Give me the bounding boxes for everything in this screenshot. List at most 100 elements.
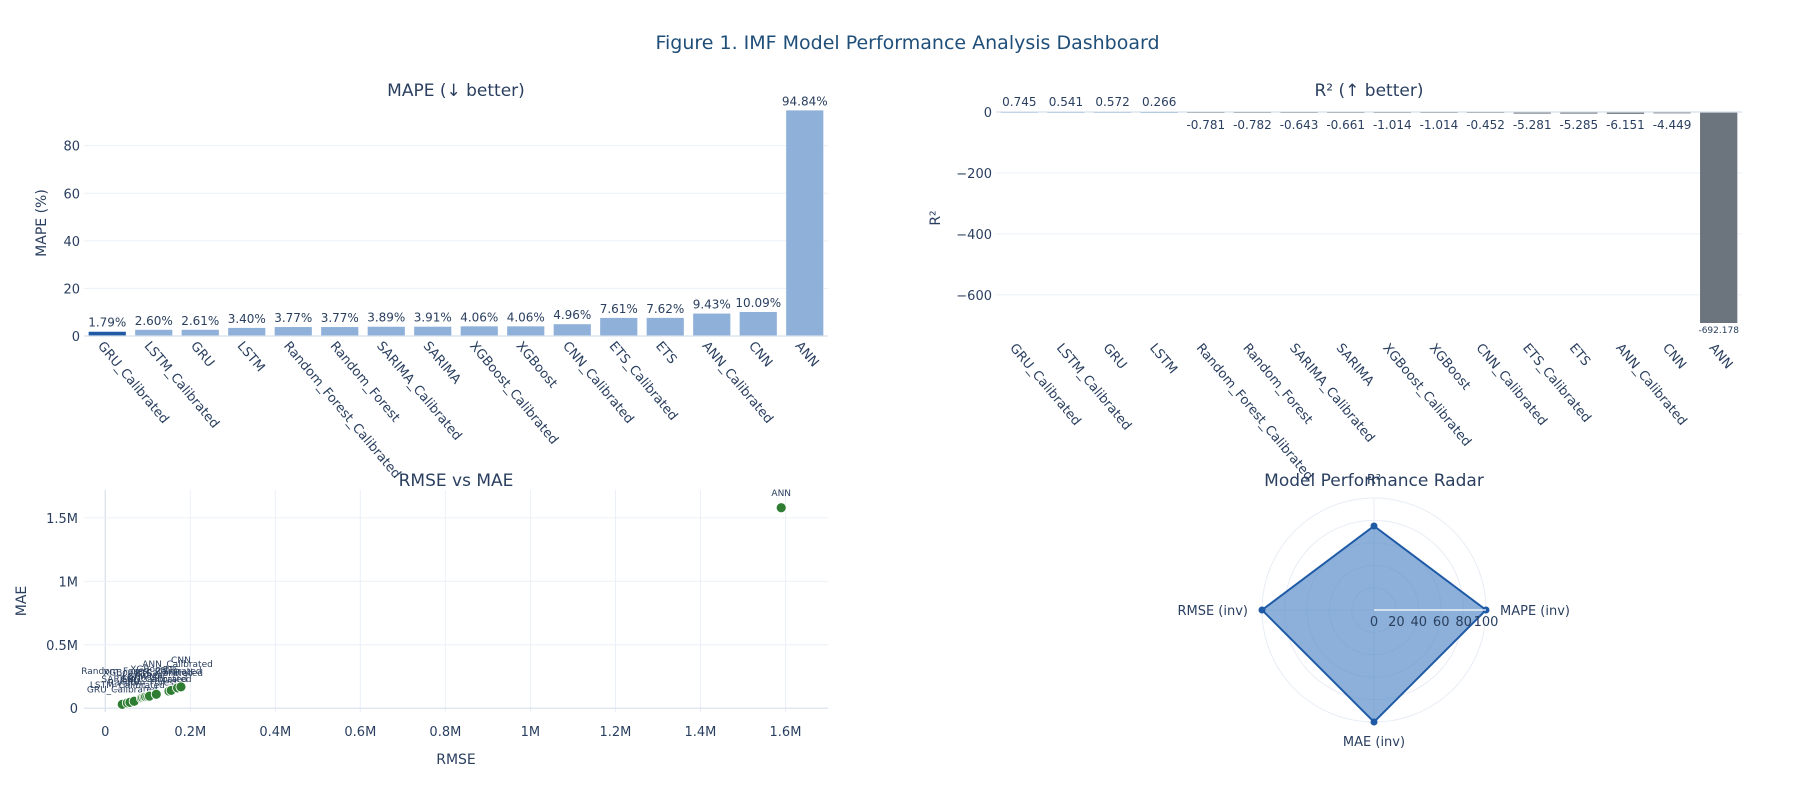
r2-x-tick-label: CNN [1659,341,1689,372]
scatter-x-tick-label: 1.2M [599,725,631,740]
radar-point-mae-inv [1370,718,1378,726]
scatter-point-label: CNN_Calibrated [121,675,192,685]
r2-title: R² (↑ better) [1315,81,1424,101]
r2-x-tick-label: ETS [1566,341,1593,369]
r2-x-tick-label: SARIMA [1333,341,1377,389]
radar-point-rmse-inv [1258,606,1266,614]
mape-bar-label: 1.79% [88,316,126,330]
radar-radial-tick-label: 40 [1411,615,1428,630]
mape-bar-sarima [414,326,452,336]
scatter-x-tick-label: 0.8M [429,725,461,740]
mape-bar-gru [181,329,219,336]
scatter-x-tick-label: 0 [101,725,109,740]
mape-bar-label: 2.61% [181,314,219,328]
scatter-point-label: GRU [120,677,140,687]
scatter-title: RMSE vs MAE [399,471,514,491]
scatter-point-label: LSTM [122,673,146,683]
r2-y-tick-label: −400 [956,228,992,243]
mape-title: MAPE (↓ better) [387,81,525,101]
scatter-y-tick-label: 0 [70,702,78,717]
mape-x-tick-label: LSTM [234,339,268,375]
mape-x-tick-label: XGBoost_Calibrated [466,339,561,448]
radar-axis-label: MAPE (inv) [1500,604,1570,619]
mape-chart: MAPE (↓ better) 0 20 40 60 80 MAPE (%) 1.79% GRU… [34,81,828,482]
scatter-point-label: ANN [771,489,791,499]
scatter-point-cnn-calibrated [150,688,162,700]
scatter-y-axis-title: MAE [14,586,30,617]
r2-bar-label: 0.745 [1002,95,1036,109]
r2-y-axis-title: R² [928,210,944,225]
scatter-x-tick-label: 1.4M [685,725,717,740]
scatter-point-label: CNN [171,656,191,666]
r2-bar-label: -0.782 [1233,118,1272,132]
mape-bar-cnn-calibrated [553,324,591,336]
mape-bar-label: 2.60% [135,314,173,328]
mape-bar-label: 3.77% [274,311,312,325]
mape-bar-label: 3.40% [228,312,266,326]
r2-y-tick-label: −600 [956,289,992,304]
r2-x-tick-label: SARIMA_Calibrated [1286,341,1377,446]
scatter-point-label: XGBoost_Calibrated [103,669,193,679]
radar-axis-label: R² [1367,473,1381,488]
mape-y-tick-label: 20 [63,282,80,297]
scatter-x-tick-label: 0.2M [174,725,206,740]
scatter-y-tick-label: 1.5M [46,512,78,527]
scatter-point-label: SARIMA [128,672,164,682]
mape-x-tick-label: SARIMA_Calibrated [373,339,464,444]
mape-x-tick-label: ANN [792,339,822,370]
scatter-y-tick-label: 1M [59,575,79,590]
mape-bar-random-forest-calibrated [274,327,312,336]
r2-bar-label: -1.014 [1420,118,1459,132]
mape-bar-label: 9.43% [693,298,731,312]
mape-y-tick-label: 60 [63,187,80,202]
performance-radar-chart: Model Performance Radar 0 20 40 60 80 100 R² MAP… [1177,471,1570,750]
scatter-point-label: XGBoost [130,665,169,675]
r2-bar-label: -5.285 [1559,118,1598,132]
rmse-mae-scatter-chart: RMSE vs MAE 0 0.2M 0.4M 0.6M 0.8M 1M 1.2M 1.4M 1.… [14,471,828,768]
scatter-point-label: ETS_Calibrated [135,669,203,679]
r2-x-tick-label: XGBoost_Calibrated [1379,341,1474,450]
r2-bar-label: 0.541 [1049,95,1083,109]
radar-radial-tick-label: 100 [1474,615,1499,630]
mape-y-axis-title: MAPE (%) [34,189,50,257]
r2-bar-cnn [1653,112,1691,114]
scatter-x-tick-label: 1.6M [770,725,802,740]
r2-bar-label: -4.449 [1653,118,1692,132]
mape-bar-label: 7.61% [600,302,638,316]
r2-chart: R² (↑ better)0−200−400−600R²0.745GRU_Cal… [928,81,1742,484]
mape-bar-ann [786,110,824,336]
mape-bar-gru-calibrated [88,331,126,336]
r2-y-tick-label: −200 [956,167,992,182]
mape-bar-ets-calibrated [600,317,638,336]
r2-bar-label: 0.266 [1142,95,1176,109]
scatter-y-tick-label: 0.5M [46,639,78,654]
scatter-x-axis-title: RMSE [436,752,476,768]
mape-bar-sarima-calibrated [367,326,405,336]
mape-bar-cnn [739,311,777,336]
mape-bar-label: 3.77% [321,311,359,325]
r2-bar-label: -0.643 [1280,118,1319,132]
mape-bar-xgboost-calibrated [460,326,498,336]
mape-bar-label: 3.91% [414,311,452,325]
scatter-x-tick-label: 0.6M [344,725,376,740]
radar-axis-label: MAE (inv) [1343,735,1405,750]
radar-radial-tick-label: 60 [1433,615,1450,630]
figure-title: Figure 1. IMF Model Performance Analysis… [655,32,1160,54]
r2-x-tick-label: ANN [1706,341,1736,372]
mape-x-tick-label: CNN [745,339,775,370]
radar-point-r [1370,522,1378,530]
scatter-point-label: LSTM_Calibrated [90,681,165,691]
radar-radial-tick-label: 0 [1370,615,1378,630]
radar-radial-tick-label: 20 [1388,615,1405,630]
r2-bar-label: -1.014 [1373,118,1412,132]
mape-bar-label: 94.84% [782,94,828,108]
r2-bar-label: -0.661 [1326,118,1365,132]
mape-bar-label: 7.62% [646,302,684,316]
radar-radial-tick-label: 80 [1455,615,1472,630]
r2-bar-label: 0.572 [1095,95,1129,109]
mape-y-tick-label: 80 [63,140,80,155]
mape-bar-label: 4.96% [553,308,591,322]
scatter-point-label: ANN_Calibrated [142,660,213,670]
